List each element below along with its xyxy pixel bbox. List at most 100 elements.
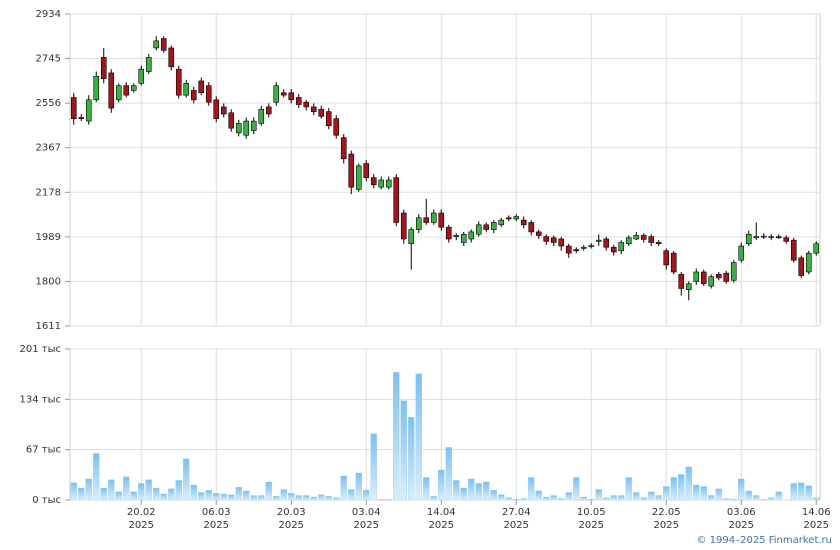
footer: © 1994–2025 Finmarket.ru: [696, 535, 832, 546]
candle-body: [228, 112, 235, 129]
volume-bar: [250, 495, 257, 501]
candle-body: [385, 179, 392, 188]
volume-bar: [753, 495, 760, 501]
volume-bar: [408, 417, 415, 501]
candle-body: [693, 271, 700, 282]
candle-body: [588, 245, 595, 247]
volume-bar: [505, 497, 512, 501]
volume-bar: [528, 477, 535, 501]
volume-bar: [138, 483, 145, 501]
x-tick-label: 27.04 2025: [501, 507, 531, 531]
candle-body: [378, 179, 385, 188]
candle-body: [100, 57, 107, 79]
volume-bar: [258, 495, 265, 501]
volume-bar: [498, 494, 505, 501]
volume-bar: [565, 492, 572, 501]
volume-bar: [468, 478, 475, 501]
candle-body: [123, 85, 130, 96]
candle-body: [730, 262, 737, 281]
candle-body: [243, 120, 250, 136]
candle-body: [520, 219, 527, 226]
candle-body: [303, 101, 310, 108]
candle-body: [205, 85, 212, 103]
volume-bar: [378, 499, 385, 501]
volume-bar: [805, 485, 812, 501]
candle-body: [280, 92, 287, 96]
volume-bar: [520, 498, 527, 501]
candle-body: [265, 106, 272, 115]
candle-body: [595, 239, 602, 242]
volume-bar: [333, 497, 340, 501]
y-tick-label: 201 тыс: [20, 344, 61, 355]
candle-body: [460, 233, 467, 243]
candle-body: [490, 222, 497, 230]
candle-body: [618, 242, 625, 252]
candle-body: [715, 274, 722, 279]
volume-bar: [640, 497, 647, 501]
volume-bar: [678, 474, 685, 501]
candle-body: [183, 83, 190, 96]
candle-body: [685, 283, 692, 290]
volume-bar: [685, 466, 692, 501]
candle-body: [648, 236, 655, 243]
candle-body: [430, 212, 437, 223]
candle-body: [453, 235, 460, 237]
volume-bar: [768, 497, 775, 501]
candle-body: [483, 224, 490, 230]
candle-body: [393, 177, 400, 223]
y-tick-label: 1989: [36, 232, 61, 243]
candle-body: [318, 108, 325, 117]
candle-body: [70, 97, 77, 120]
volume-bar: [603, 497, 610, 501]
candle-body: [550, 237, 557, 243]
x-tick-label: 14.04 2025: [426, 507, 456, 531]
candle-body: [805, 252, 812, 273]
volume-bar: [558, 498, 565, 501]
candle-body: [678, 274, 685, 289]
volume-bar: [730, 499, 737, 501]
candle-body: [573, 249, 580, 252]
candle-body: [580, 246, 587, 249]
candle-body: [565, 245, 572, 254]
candle-body: [333, 118, 340, 136]
candle-body: [85, 99, 92, 122]
candle-body: [798, 257, 805, 276]
volume-bar: [220, 493, 227, 501]
volume-bar: [798, 482, 805, 501]
volume-bar: [205, 490, 212, 501]
y-tick-label: 0 тыс: [32, 495, 61, 506]
x-tick-label: 06.03 2025: [201, 507, 231, 531]
volume-bar: [288, 493, 295, 501]
candle-body: [783, 237, 790, 242]
x-tick-label: 20.02 2025: [126, 507, 156, 531]
volume-bar: [385, 499, 392, 501]
candle-body: [370, 177, 377, 186]
x-tick-label: 22.05 2025: [651, 507, 681, 531]
volume-bar: [483, 481, 490, 501]
volume-bar: [393, 372, 400, 501]
volume-bar: [145, 479, 152, 501]
volume-bar: [775, 491, 782, 501]
volume-bar: [633, 492, 640, 501]
candle-body: [708, 276, 715, 287]
volume-bar: [70, 482, 77, 501]
candle-body: [130, 85, 137, 91]
volume-bar: [708, 495, 715, 501]
x-tick-label: 20.03 2025: [276, 507, 306, 531]
candle-body: [115, 85, 122, 101]
volume-bar: [85, 478, 92, 501]
volume-bar: [340, 475, 347, 501]
volume-bar: [325, 496, 332, 501]
volume-bar: [663, 486, 670, 501]
candle-body: [153, 40, 160, 49]
volume-bar: [273, 496, 280, 501]
volume-bar: [453, 480, 460, 501]
candle-body: [610, 246, 617, 253]
candle-body: [753, 236, 760, 239]
candle-body: [663, 250, 670, 266]
volume-bar: [513, 499, 520, 501]
candle-body: [340, 137, 347, 160]
volume-bar: [438, 469, 445, 501]
volume-bar: [715, 488, 722, 501]
